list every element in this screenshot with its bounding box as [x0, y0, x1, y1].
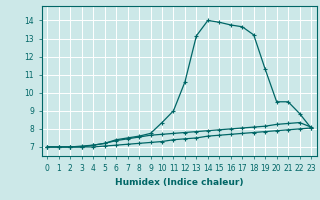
- X-axis label: Humidex (Indice chaleur): Humidex (Indice chaleur): [115, 178, 244, 187]
